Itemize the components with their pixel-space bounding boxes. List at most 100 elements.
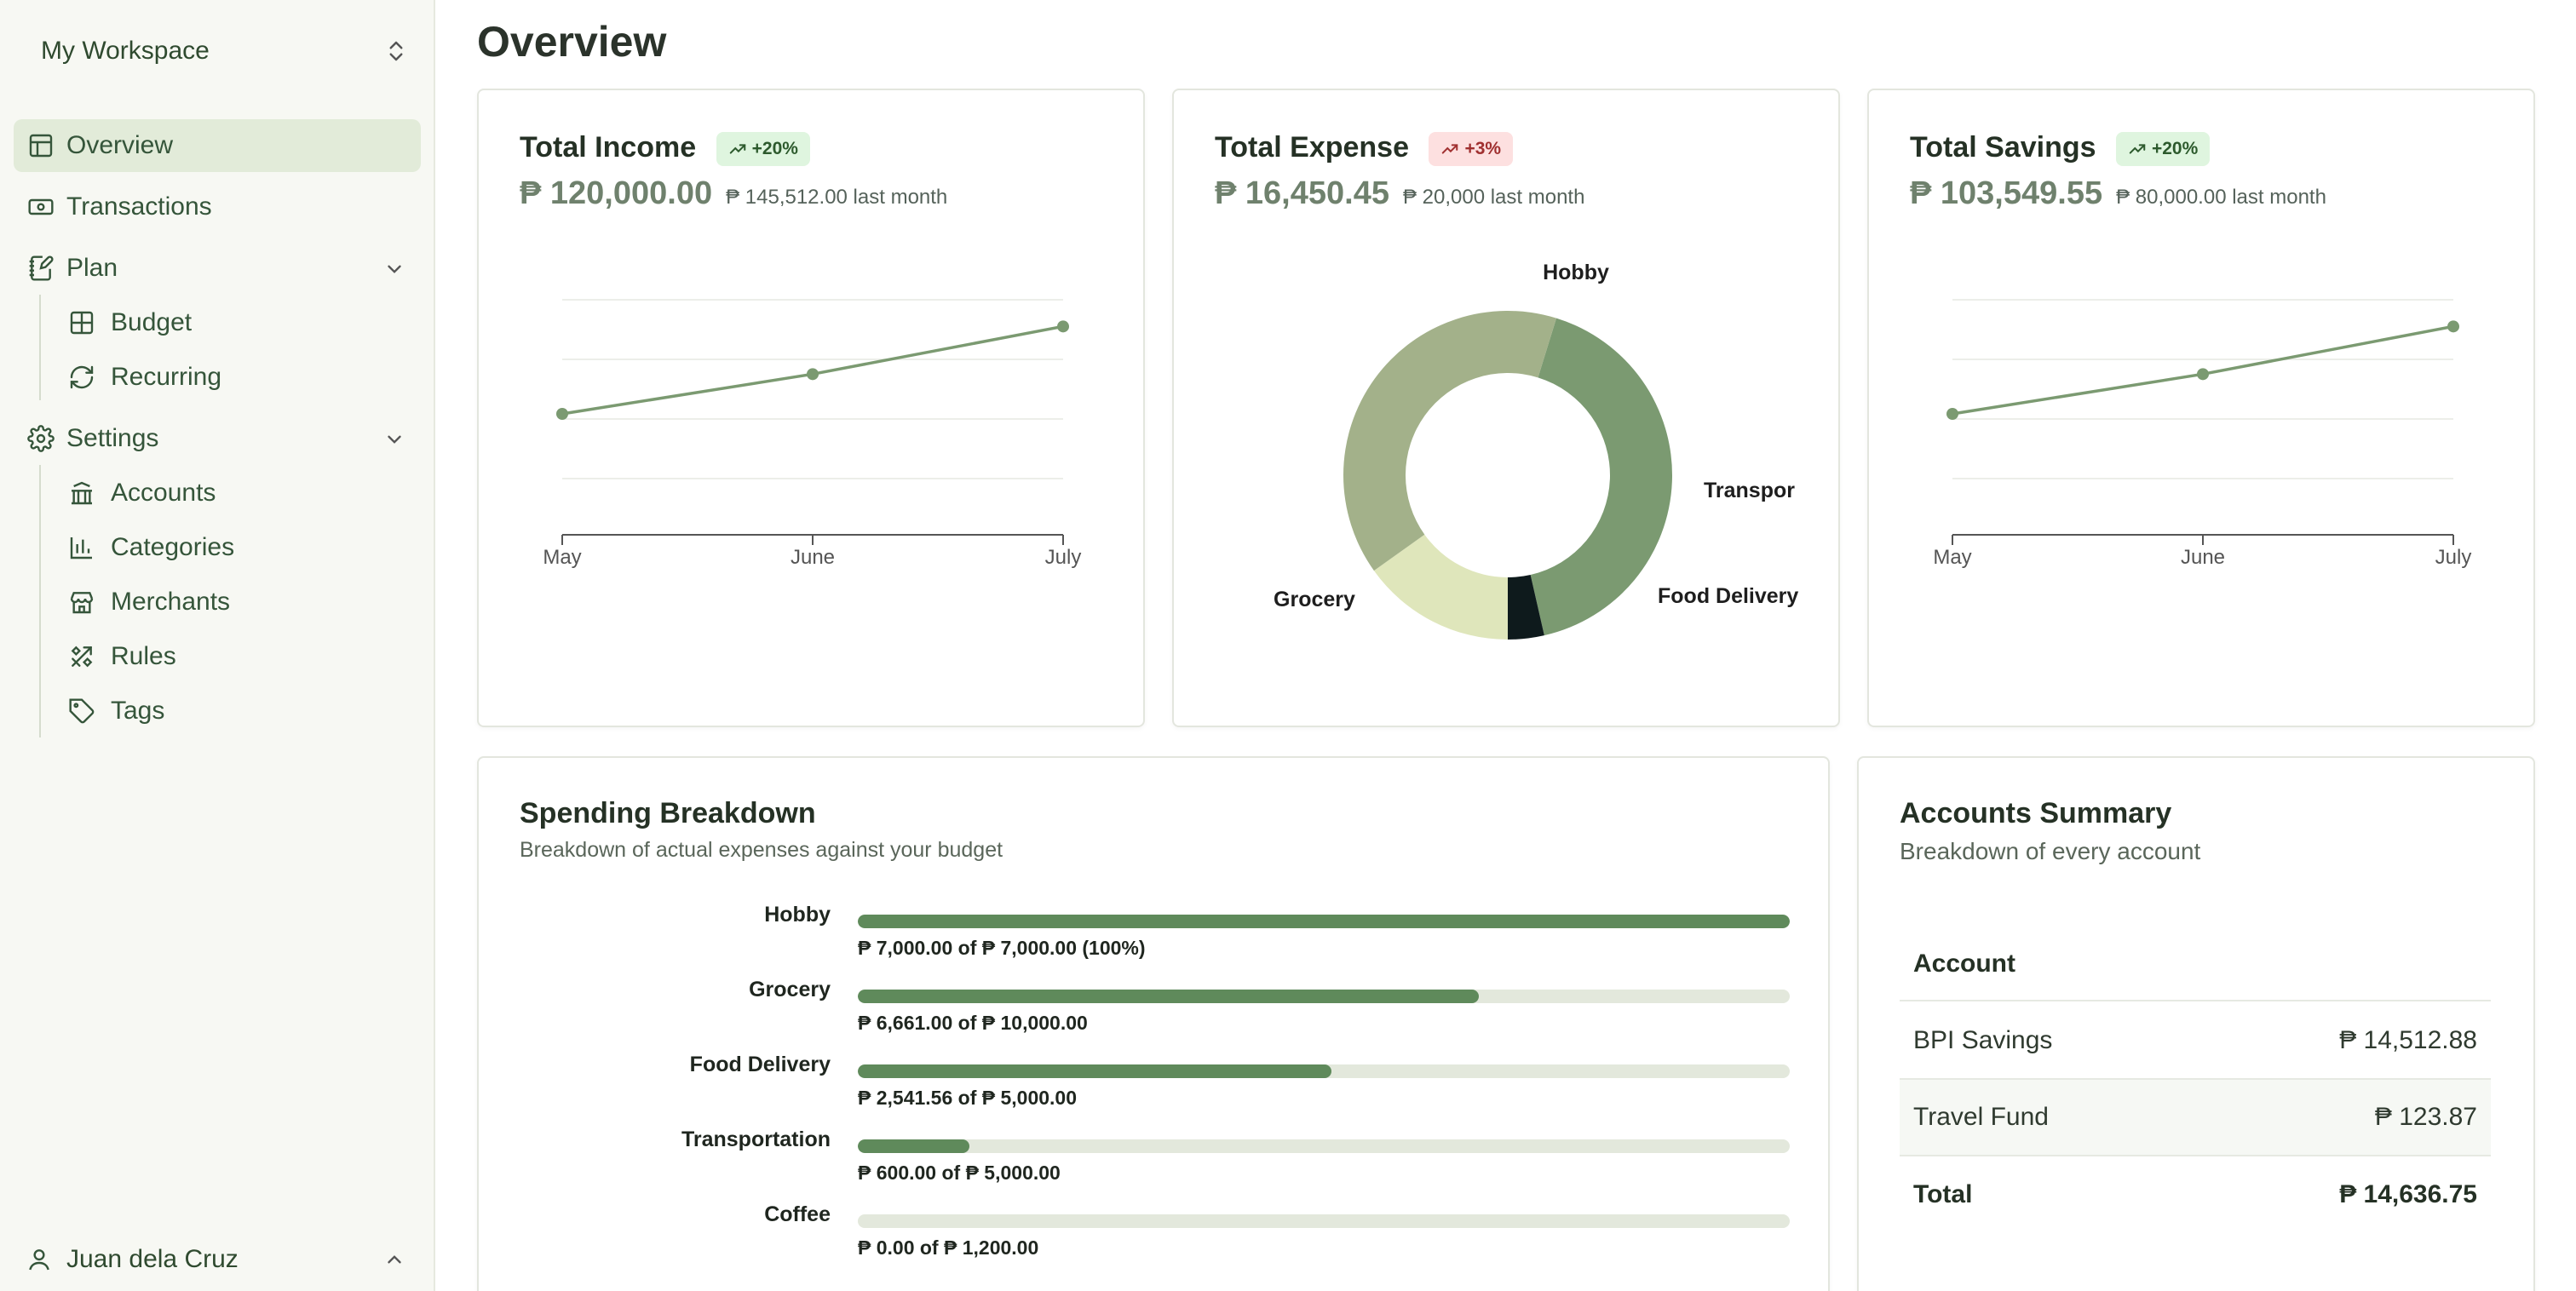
budget-row: Coffee ₱ 0.00 of ₱ 1,200.00 <box>479 1202 1842 1271</box>
refresh-icon <box>70 365 94 389</box>
user-icon <box>29 1249 49 1271</box>
income-amount: ₱ 120,000.00 <box>520 175 713 211</box>
chevron-down-icon <box>388 435 401 444</box>
x-tick-label: May <box>543 546 581 569</box>
nav-budget[interactable]: Budget <box>56 297 414 348</box>
budget-amount-text: ₱ 7,000.00 of ₱ 7,000.00 (100%) <box>858 937 1146 959</box>
income-previous: ₱ 145,512.00 last month <box>726 186 948 209</box>
budget-progress-fill <box>858 1064 1331 1078</box>
x-tick-label: June <box>791 546 835 569</box>
budget-row: Transportation ₱ 600.00 of ₱ 5,000.00 <box>479 1127 1842 1196</box>
accounts-total-row: Total ₱ 14,636.75 <box>1900 1156 2491 1233</box>
gear-icon <box>27 425 55 452</box>
bar-chart-icon <box>70 537 92 559</box>
chevron-down-icon <box>388 265 401 273</box>
savings-title: Total Savings +20% <box>1910 131 2211 167</box>
x-tick-label: July <box>1045 546 1082 569</box>
income-change-badge: +20% <box>716 132 810 167</box>
budget-progress-fill <box>858 990 1479 1003</box>
nav-overview-label: Overview <box>66 131 174 159</box>
budget-row: Hobby ₱ 7,000.00 of ₱ 7,000.00 (100%) <box>479 903 1842 971</box>
bank-icon <box>72 481 92 505</box>
savings-line-chart: May June July <box>1933 299 2471 569</box>
budget-category-name: Food Delivery <box>689 1053 831 1076</box>
savings-title-text: Total Savings <box>1910 131 2096 164</box>
budget-category-name: Hobby <box>764 903 831 927</box>
sidebar: My Workspace Overview Transactions Plan … <box>0 0 435 1291</box>
account-row[interactable]: BPI Savings ₱ 14,512.88 <box>1900 1003 2491 1080</box>
savings-change-badge: +20% <box>2115 132 2211 167</box>
income-card: Total Income +20% ₱ 120,000.00 ₱ 145,512… <box>477 89 1145 727</box>
budget-progress-track <box>858 915 1790 928</box>
nav-plan[interactable]: Plan <box>14 242 421 295</box>
expense-change-badge: +3% <box>1429 132 1514 167</box>
budget-category-name: Transportation <box>681 1127 831 1151</box>
income-title: Total Income +20% <box>520 131 810 167</box>
data-point <box>807 368 819 381</box>
nav-tags-label: Tags <box>111 697 165 725</box>
nav-settings[interactable]: Settings <box>14 412 421 465</box>
nav-tags[interactable]: Tags <box>56 686 414 737</box>
account-balance: ₱ 14,512.88 <box>2339 1026 2477 1054</box>
nav-overview[interactable]: Overview <box>14 119 421 172</box>
accounts-summary-card: Accounts Summary Breakdown of every acco… <box>1857 756 2535 1291</box>
settings-tree-line <box>39 465 41 737</box>
expense-previous: ₱ 20,000 last month <box>1402 186 1585 209</box>
slice-label: Grocery <box>1274 588 1355 611</box>
budget-progress-track <box>858 1214 1790 1228</box>
budget-category-name: Grocery <box>749 978 831 1001</box>
budget-progress-track <box>858 1139 1790 1153</box>
nav-accounts[interactable]: Accounts <box>56 468 414 519</box>
donut-slice[interactable] <box>1507 575 1544 640</box>
expense-card: Total Expense +3% ₱ 16,450.45 ₱ 20,000 l… <box>1172 89 1840 727</box>
savings-amount: ₱ 103,549.55 <box>1910 175 2103 211</box>
slice-label: Hobby <box>1543 261 1609 284</box>
account-name: Travel Fund <box>1913 1103 2049 1131</box>
budget-grid-icon <box>70 311 94 335</box>
user-name: Juan dela Cruz <box>66 1245 239 1273</box>
income-amount-row: ₱ 120,000.00 ₱ 145,512.00 last month <box>520 175 947 212</box>
trending-up-icon <box>1442 144 1458 154</box>
nav-settings-label: Settings <box>66 424 159 452</box>
nav-rules-label: Rules <box>111 642 176 670</box>
nav-rules[interactable]: Rules <box>56 631 414 682</box>
savings-card: Total Savings +20% ₱ 103,549.55 ₱ 80,000… <box>1867 89 2535 727</box>
donut-slice[interactable] <box>1373 534 1508 640</box>
slice-label: Transpor <box>1704 479 1795 502</box>
tools-icon <box>71 646 93 668</box>
budget-progress-track <box>858 990 1790 1003</box>
budget-progress-fill <box>858 915 1790 928</box>
nav-budget-label: Budget <box>111 308 193 336</box>
nav-merchants[interactable]: Merchants <box>56 577 414 628</box>
savings-amount-row: ₱ 103,549.55 ₱ 80,000.00 last month <box>1910 175 2326 212</box>
donut-slice[interactable] <box>1343 311 1557 571</box>
expense-amount: ₱ 16,450.45 <box>1215 175 1389 211</box>
nav-categories-label: Categories <box>111 533 235 561</box>
data-point <box>1057 320 1069 333</box>
nav-accounts-label: Accounts <box>111 479 216 507</box>
workspace-switcher[interactable]: My Workspace <box>17 29 409 73</box>
spending-title: Spending Breakdown <box>520 797 816 829</box>
nav-recurring[interactable]: Recurring <box>56 352 414 403</box>
nav-categories[interactable]: Categories <box>56 522 414 573</box>
accounts-total-label: Total <box>1913 1180 1973 1208</box>
savings-previous: ₱ 80,000.00 last month <box>2116 186 2326 209</box>
expense-amount-row: ₱ 16,450.45 ₱ 20,000 last month <box>1215 175 1584 212</box>
nav-recurring-label: Recurring <box>111 363 222 391</box>
data-point <box>556 408 568 420</box>
budget-category-name: Coffee <box>764 1202 831 1226</box>
account-row[interactable]: Travel Fund ₱ 123.87 <box>1900 1080 2491 1156</box>
budget-progress-track <box>858 1064 1790 1078</box>
user-menu[interactable]: Juan dela Cruz <box>14 1235 421 1284</box>
tag-icon <box>69 698 95 724</box>
banknote-icon <box>28 198 54 215</box>
chevron-up-icon <box>388 1255 401 1264</box>
income-line-chart: May June July <box>543 299 1082 569</box>
notebook-pen-icon <box>29 255 54 281</box>
x-tick-label: June <box>2181 546 2225 569</box>
donut-slice[interactable] <box>1530 318 1672 636</box>
store-icon <box>70 592 94 614</box>
savings-change-value: +20% <box>2151 139 2199 159</box>
accounts-subtitle: Breakdown of every account <box>1900 838 2201 864</box>
nav-transactions[interactable]: Transactions <box>14 181 421 233</box>
